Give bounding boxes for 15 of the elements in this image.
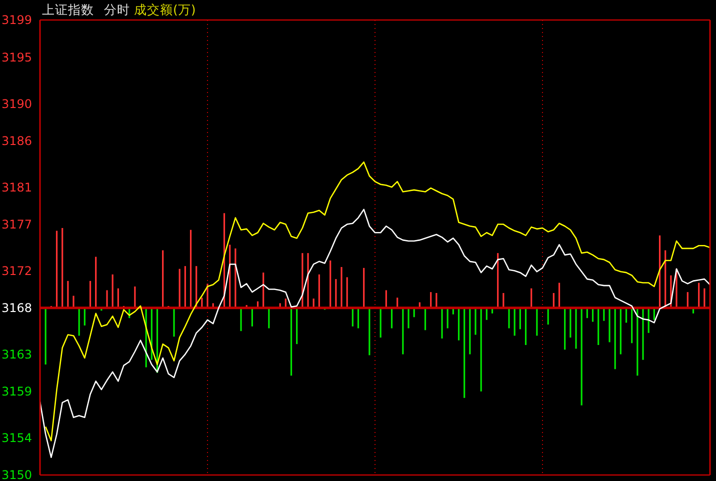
y-tick-label: 3159 xyxy=(1,384,32,399)
y-tick-label: 3190 xyxy=(1,96,32,111)
y-tick-label: 3154 xyxy=(1,431,32,446)
y-tick-label: 3168 xyxy=(1,301,32,316)
y-tick-label: 3172 xyxy=(1,264,32,278)
y-tick-label: 3195 xyxy=(1,50,32,64)
y-tick-label: 3186 xyxy=(1,134,32,148)
y-tick-label: 3163 xyxy=(1,347,32,362)
chart-subtitle: 分时 xyxy=(104,2,130,19)
y-tick-label: 3199 xyxy=(1,13,32,28)
y-tick-label: 3181 xyxy=(1,180,32,194)
y-tick-label: 3177 xyxy=(1,217,32,232)
text: 成交额(万) xyxy=(134,2,196,19)
chart-title: 上证指数 xyxy=(42,2,94,19)
y-tick-label: 3150 xyxy=(1,468,32,481)
